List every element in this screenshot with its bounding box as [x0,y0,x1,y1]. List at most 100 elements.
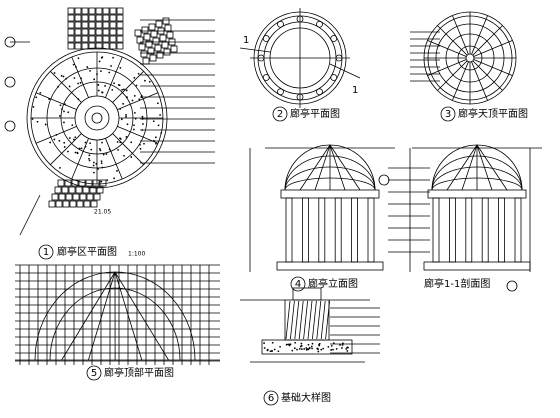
paving [117,36,123,42]
gravel-dot [102,142,103,143]
paving [62,187,68,193]
paving [89,15,95,21]
paving [56,201,62,207]
column [319,198,325,262]
paving [73,194,79,200]
paving [68,8,74,14]
gravel-dot [98,168,99,169]
gravel-dot [89,160,90,161]
gravel-dot [101,181,102,182]
gravel-dot [75,152,76,153]
panel-number: 3 [445,109,451,120]
base [277,262,383,270]
paving [165,25,171,31]
elevation-mark: 21.05 [94,209,111,216]
gravel-dot [80,82,81,83]
column [433,198,439,262]
paving [103,36,109,42]
paving [110,36,116,42]
paving [96,29,102,35]
gravel-dot [123,89,124,90]
hatch-dot [299,348,300,349]
paving [75,15,81,21]
paving [143,58,149,64]
gravel-dot [67,151,68,152]
paving [83,187,89,193]
column [466,198,472,262]
gravel-dot [69,138,70,139]
gravel-dot [135,118,136,119]
paving [63,201,69,207]
gravel-dot [88,158,89,159]
axis-marker [5,121,15,131]
line [299,301,303,339]
ring [75,96,119,140]
paving [82,43,88,49]
ring [92,113,102,123]
gravel-dot [99,148,100,149]
paving [49,201,55,207]
gravel-dot [64,146,65,147]
gravel-dot [120,67,121,68]
paving [96,8,102,14]
gravel-dot [120,108,121,109]
gravel-dot [37,121,38,122]
column [331,36,337,42]
hatch-dot [346,348,347,349]
gravel-dot [32,118,33,119]
gravel-dot [90,143,91,144]
hatch-dot [301,343,302,344]
hatch-dot [304,348,305,349]
hatch-dot [323,348,324,349]
paving [160,35,166,41]
hatch-dot [333,349,334,350]
column [499,198,505,262]
paving [93,180,99,186]
line [105,57,122,98]
paving [76,187,82,193]
paving [144,34,150,40]
gravel-dot [78,83,79,84]
gravel-dot [61,75,62,76]
paving [58,180,64,186]
gravel-dot [81,78,82,79]
section-mark: 1 [352,85,358,96]
gravel-dot [107,180,108,181]
gravel-dot [54,139,55,140]
hatch-dot [312,343,313,344]
gravel-dot [59,167,60,168]
column [263,75,269,81]
paving [155,45,161,51]
line [304,301,308,339]
paving [96,22,102,28]
gravel-dot [131,157,132,158]
paving [164,49,170,55]
paving [110,15,116,21]
gravel-dot [54,73,55,74]
line [105,138,122,179]
gravel-dot [60,105,61,106]
hatch-dot [340,344,341,345]
paving [68,15,74,21]
hatch-dot [264,348,265,349]
gravel-dot [134,77,135,78]
gravel-dot [94,79,95,80]
gravel-dot [158,125,159,126]
hatch-dot [331,345,332,346]
column [482,198,488,262]
paving [87,194,93,200]
paving [66,194,72,200]
gravel-dot [132,100,133,101]
hatch-dot [272,342,273,343]
hatch-dot [270,351,271,352]
gravel-dot [93,172,94,173]
gravel-dot [65,104,66,105]
column [335,198,341,262]
gravel-dot [78,58,79,59]
paving [117,22,123,28]
gravel-dot [81,148,82,149]
panel-title: 廊亭顶部平面图 [104,366,174,379]
gravel-dot [112,89,113,90]
gravel-dot [114,83,115,84]
